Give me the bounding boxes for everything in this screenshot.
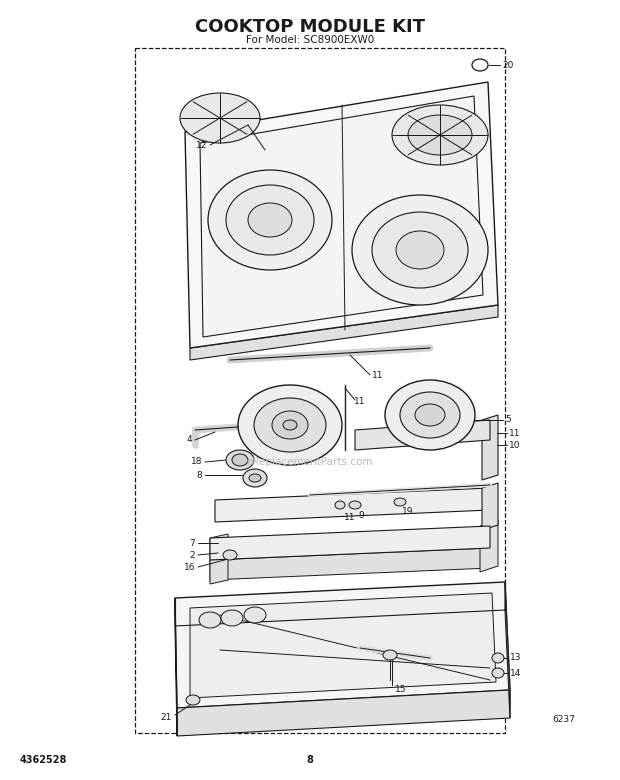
Text: 8: 8 [306,755,314,765]
Ellipse shape [408,115,472,155]
Text: 15: 15 [395,686,407,694]
Polygon shape [482,483,498,530]
Text: 19: 19 [402,508,414,516]
Text: 11: 11 [509,428,521,438]
Ellipse shape [249,474,261,482]
Ellipse shape [372,212,468,288]
Ellipse shape [335,501,345,509]
Ellipse shape [199,612,221,628]
Polygon shape [175,598,177,736]
Text: 4362528: 4362528 [20,755,68,765]
Ellipse shape [223,550,237,560]
Text: 18: 18 [190,458,202,466]
Polygon shape [480,520,498,572]
Polygon shape [210,526,490,560]
Ellipse shape [226,185,314,255]
Polygon shape [200,96,483,337]
Text: 4: 4 [187,435,192,445]
Ellipse shape [396,231,444,269]
Ellipse shape [472,59,488,71]
Text: 7: 7 [189,538,195,548]
Text: 14: 14 [510,668,521,678]
Ellipse shape [492,653,504,663]
Ellipse shape [243,469,267,487]
Polygon shape [185,82,498,348]
Ellipse shape [283,420,297,430]
Polygon shape [190,305,498,360]
Text: 8: 8 [197,470,202,480]
Ellipse shape [394,498,406,506]
Polygon shape [355,420,490,450]
Ellipse shape [352,195,488,305]
Polygon shape [505,582,510,718]
Ellipse shape [226,450,254,470]
Ellipse shape [383,650,397,660]
Text: 11: 11 [372,371,384,381]
Ellipse shape [400,392,460,438]
Text: 6237: 6237 [552,715,575,725]
Polygon shape [177,690,510,736]
Ellipse shape [492,668,504,678]
Text: 12: 12 [196,140,207,150]
Polygon shape [175,582,510,708]
Text: 2: 2 [189,551,195,559]
Text: For Model: SC8900EXW0: For Model: SC8900EXW0 [246,35,374,45]
Ellipse shape [254,398,326,452]
Ellipse shape [180,93,260,143]
Text: 13: 13 [510,654,521,662]
Ellipse shape [392,105,488,165]
Text: 5: 5 [505,416,511,424]
Polygon shape [190,593,496,698]
Text: 9: 9 [358,512,364,520]
Ellipse shape [238,385,342,465]
Polygon shape [215,488,490,522]
Bar [135,48,505,733]
Ellipse shape [248,203,292,237]
Polygon shape [210,548,490,580]
Ellipse shape [385,380,475,450]
Text: 11: 11 [354,398,366,406]
Text: 20: 20 [502,61,513,69]
Ellipse shape [232,454,248,466]
Ellipse shape [244,607,266,623]
Ellipse shape [221,610,243,626]
Text: eReplacementParts.com: eReplacementParts.com [247,457,373,467]
Text: 16: 16 [184,562,195,572]
Ellipse shape [186,695,200,705]
Text: 21: 21 [161,714,172,722]
Text: COOKTOP MODULE KIT: COOKTOP MODULE KIT [195,18,425,36]
Ellipse shape [208,170,332,270]
Polygon shape [210,534,228,584]
Ellipse shape [272,411,308,439]
Ellipse shape [415,404,445,426]
Ellipse shape [349,501,361,509]
Text: 11: 11 [344,513,355,523]
Polygon shape [482,415,498,480]
Text: 10: 10 [509,441,521,449]
